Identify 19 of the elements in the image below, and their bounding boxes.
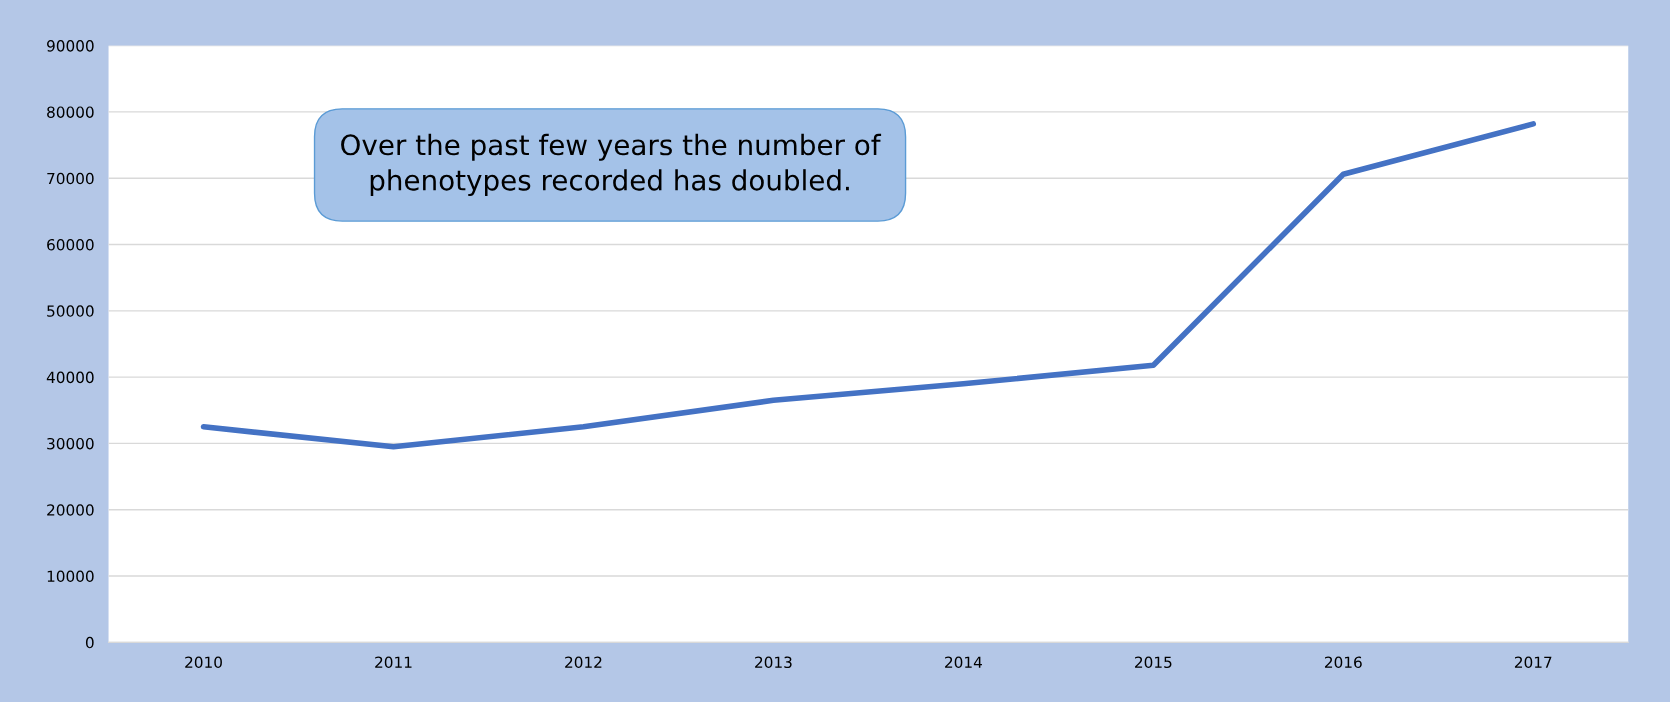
y-tick-label: 50000 [47,305,94,317]
y-tick-label: 80000 [47,106,94,118]
x-tick-label: 2011 [375,656,412,669]
y-tick-label: 10000 [47,570,94,583]
y-tick-label: 60000 [47,239,94,251]
y-tick-label: 40000 [46,371,94,384]
x-tick-label: 2014 [945,656,982,669]
x-tick-label: 2017 [1514,656,1552,669]
annotation: Over the past few years the number of phenotypes recorded has doubled. [341,133,882,197]
x-tick-label: 2016 [1324,656,1362,669]
y-tick-label: 70000 [47,172,94,185]
y-tick-label: 90000 [47,40,94,52]
y-tick-label: 20000 [47,504,94,516]
y-tick-label: 30000 [47,437,94,450]
x-tick-label: 2013 [755,656,792,669]
x-tick-label: 2010 [185,656,222,669]
x-tick-label: 2015 [1135,656,1172,669]
y-tick-label: 0 [85,636,94,649]
x-tick-label: 2012 [565,656,602,669]
